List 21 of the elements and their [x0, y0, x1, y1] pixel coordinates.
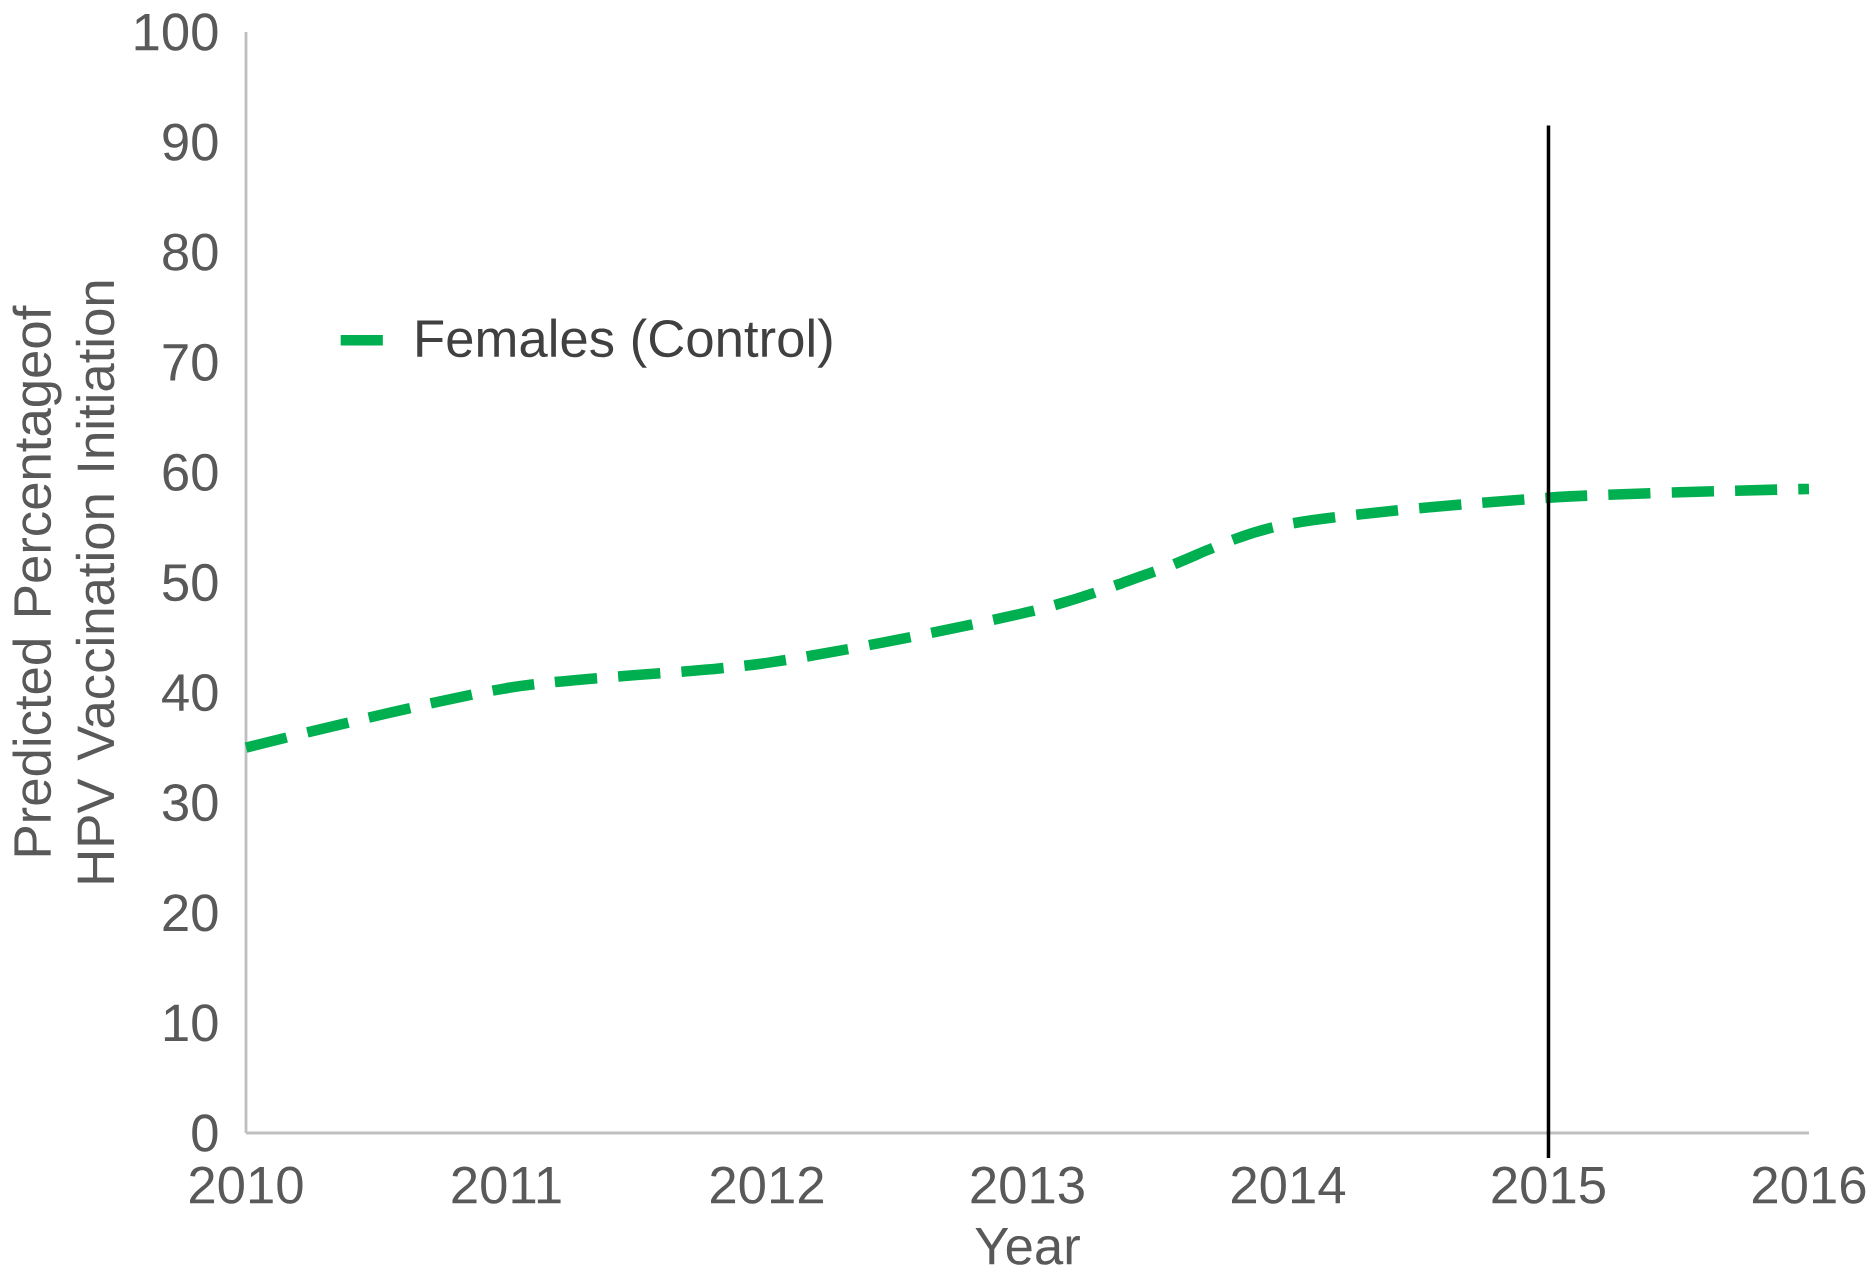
x-tick-label: 2012 — [711, 1166, 823, 1204]
legend-label: Females (Control) — [417, 318, 832, 368]
x-tick-label: 2010 — [190, 1166, 303, 1204]
y-tick-label: 20 — [163, 894, 218, 932]
x-tick-label: 2014 — [1232, 1166, 1346, 1204]
x-tick-label: 2011 — [452, 1166, 561, 1204]
x-tick-label: 2013 — [971, 1166, 1084, 1204]
y-tick-label: 80 — [163, 233, 218, 271]
y-tick-label: 70 — [163, 343, 218, 381]
y-tick-label: 0 — [192, 1114, 218, 1152]
y-tick-label: 40 — [162, 673, 218, 712]
x-tick-label: 2015 — [1492, 1166, 1605, 1204]
y-axis-title: Predicted Percentageof HPV Vaccination Initiation — [12, 281, 115, 883]
y-tick-label: 60 — [163, 453, 218, 492]
x-tick-label: 2016 — [1752, 1166, 1866, 1204]
y-tick-label: 100 — [135, 13, 218, 51]
y-tick-label: 10 — [164, 1004, 218, 1042]
y-tick-label: 30 — [162, 784, 218, 822]
x-axis-title: Year — [975, 1227, 1080, 1265]
y-tick-label: 50 — [162, 563, 218, 602]
y-tick-label: 90 — [163, 123, 218, 161]
